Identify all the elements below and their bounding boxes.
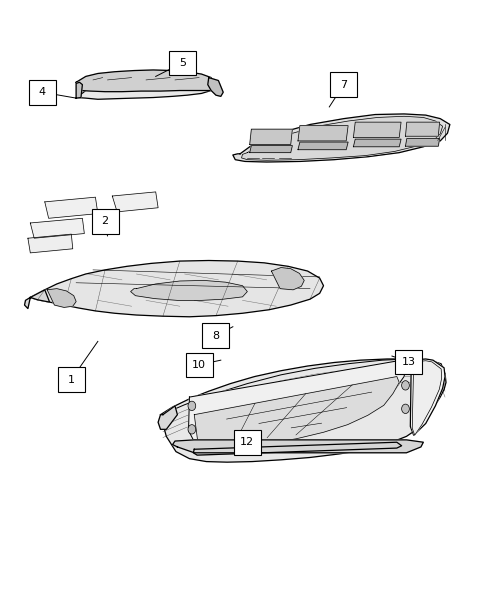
Polygon shape	[47, 289, 76, 307]
FancyBboxPatch shape	[202, 323, 229, 348]
Circle shape	[401, 380, 408, 390]
FancyBboxPatch shape	[168, 51, 196, 75]
FancyBboxPatch shape	[330, 72, 357, 97]
Polygon shape	[112, 192, 158, 212]
Polygon shape	[353, 122, 400, 137]
Text: 8: 8	[212, 330, 219, 340]
FancyBboxPatch shape	[91, 209, 118, 233]
Text: 1: 1	[68, 375, 75, 385]
Polygon shape	[207, 78, 223, 97]
Polygon shape	[297, 125, 348, 141]
Text: 13: 13	[401, 357, 415, 367]
FancyBboxPatch shape	[394, 350, 422, 374]
Polygon shape	[405, 122, 439, 136]
Polygon shape	[28, 234, 73, 253]
FancyBboxPatch shape	[233, 430, 260, 455]
Polygon shape	[76, 82, 82, 98]
Polygon shape	[188, 360, 406, 441]
Polygon shape	[411, 360, 441, 435]
Polygon shape	[130, 280, 247, 300]
Text: 7: 7	[339, 80, 347, 90]
Text: 4: 4	[39, 87, 46, 97]
Polygon shape	[158, 406, 177, 429]
Circle shape	[188, 425, 196, 434]
Polygon shape	[241, 116, 442, 160]
Polygon shape	[45, 197, 98, 219]
Polygon shape	[232, 114, 449, 162]
Polygon shape	[194, 376, 398, 448]
Polygon shape	[30, 219, 84, 238]
Text: 10: 10	[192, 360, 206, 370]
Circle shape	[401, 404, 408, 413]
Polygon shape	[249, 129, 292, 144]
Polygon shape	[297, 142, 348, 150]
Polygon shape	[353, 139, 400, 147]
Polygon shape	[172, 440, 423, 453]
Polygon shape	[25, 290, 49, 309]
Polygon shape	[405, 138, 439, 146]
Polygon shape	[409, 359, 444, 435]
FancyBboxPatch shape	[29, 80, 56, 105]
Polygon shape	[76, 75, 215, 100]
Polygon shape	[160, 359, 445, 462]
FancyBboxPatch shape	[58, 367, 85, 392]
Polygon shape	[76, 70, 215, 92]
Text: 2: 2	[101, 216, 108, 226]
Circle shape	[188, 401, 196, 411]
Polygon shape	[193, 442, 401, 455]
Text: 5: 5	[178, 58, 185, 68]
Text: 12: 12	[240, 437, 254, 447]
FancyBboxPatch shape	[185, 353, 212, 377]
Polygon shape	[30, 260, 323, 317]
Polygon shape	[271, 267, 303, 290]
Polygon shape	[249, 145, 292, 153]
